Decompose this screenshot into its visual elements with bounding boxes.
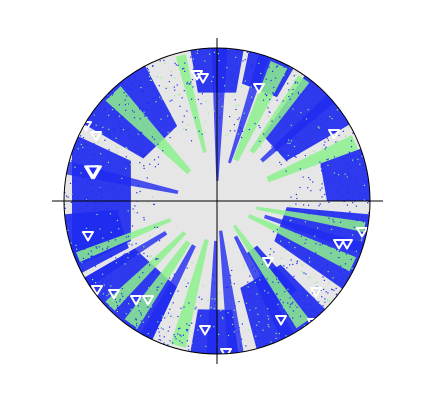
density-streak bbox=[64, 160, 179, 195]
density-streak bbox=[139, 244, 196, 342]
density-streak-medium bbox=[266, 135, 358, 183]
pole-marker-triangle bbox=[84, 165, 100, 180]
density-streak-medium bbox=[124, 240, 191, 329]
density-streak-medium bbox=[105, 231, 187, 311]
density-streak bbox=[219, 230, 244, 354]
pole-marker-triangle bbox=[199, 325, 211, 336]
density-streak-medium bbox=[256, 206, 366, 233]
pole-marker-triangle bbox=[333, 239, 345, 250]
pole-marker-triangle bbox=[356, 227, 368, 238]
density-streak-medium bbox=[233, 60, 288, 162]
density-streak-medium bbox=[247, 214, 357, 272]
pole-marker-triangle bbox=[90, 131, 102, 142]
pole-marker-triangle bbox=[275, 315, 287, 326]
pole-marker-triangle bbox=[341, 239, 353, 250]
density-streak-medium bbox=[105, 86, 192, 175]
pole-marker-triangle bbox=[91, 285, 103, 296]
density-streak bbox=[228, 52, 271, 164]
density-streak-medium bbox=[76, 218, 172, 263]
pole-marker-triangle bbox=[108, 289, 120, 300]
pole-marker-triangle bbox=[262, 257, 274, 268]
pole-marker-triangle bbox=[310, 287, 322, 298]
density-streak-medium bbox=[249, 75, 310, 154]
pole-marker-triangle bbox=[142, 295, 154, 306]
pole-marker-triangle bbox=[307, 318, 319, 329]
density-streak bbox=[211, 48, 228, 182]
pole-marker-triangle bbox=[328, 129, 340, 140]
density-streak bbox=[82, 231, 168, 288]
density-streak-medium bbox=[175, 54, 207, 153]
density-streak-medium bbox=[232, 224, 310, 329]
pole-marker-triangle bbox=[197, 73, 209, 84]
density-streak-medium bbox=[170, 239, 209, 348]
pole-marker-triangle bbox=[130, 295, 142, 306]
pole-marker-triangle bbox=[253, 83, 265, 94]
pole-marker-triangle bbox=[82, 231, 94, 242]
pole-markers bbox=[80, 70, 368, 359]
